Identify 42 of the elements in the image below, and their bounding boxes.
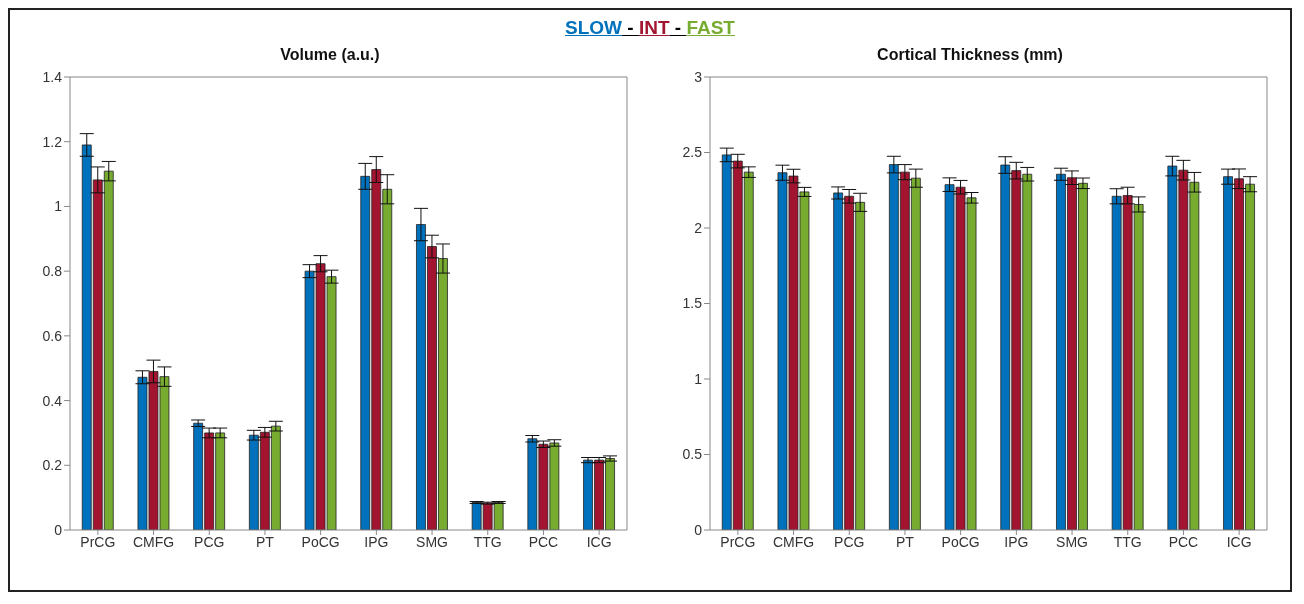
x-tick-label: PCG — [834, 533, 865, 550]
y-tick-label: 0.2 — [42, 457, 63, 474]
x-tick-label: SMG — [416, 533, 448, 550]
y-tick-label: 0.6 — [42, 327, 63, 344]
x-tick-label: PoCG — [301, 533, 340, 550]
x-tick-label: TTG — [473, 533, 502, 550]
text: SLOW — [565, 17, 623, 39]
x-tick-label: TTG — [1113, 533, 1142, 550]
y-tick-label: 0 — [694, 521, 703, 538]
x-tick-label: PCC — [528, 533, 559, 550]
y-tick-label: 0.5 — [682, 446, 703, 463]
y-tick-label: 0.4 — [42, 392, 63, 409]
y-tick-label: 1.2 — [42, 133, 63, 150]
y-tick-label: 0 — [54, 521, 63, 538]
x-tick-label: ICG — [1226, 533, 1252, 550]
y-tick-label: 3 — [694, 68, 703, 85]
text: - — [673, 17, 683, 39]
y-tick-label: 2.5 — [682, 144, 703, 161]
x-tick-label: PCC — [1168, 533, 1199, 550]
y-tick-label: 2 — [694, 219, 703, 236]
x-tick-label: PT — [256, 533, 275, 550]
x-tick-label: PrCG — [720, 533, 756, 550]
y-tick-label: 1 — [694, 370, 703, 387]
x-tick-label: PT — [896, 533, 915, 550]
x-tick-label: PrCG — [80, 533, 116, 550]
x-tick-label: CMFG — [772, 533, 815, 550]
x-tick-label: SMG — [1056, 533, 1088, 550]
text: INT — [638, 17, 670, 39]
y-tick-label: 0.8 — [42, 263, 63, 280]
x-tick-label: IPG — [364, 533, 389, 550]
y-tick-label: 1.4 — [42, 68, 63, 85]
x-tick-label: IPG — [1004, 533, 1029, 550]
x-tick-label: PoCG — [941, 533, 980, 550]
x-tick-label: PCG — [194, 533, 225, 550]
y-tick-label: 1.5 — [682, 295, 703, 312]
chart-title: Volume (a.u.) — [279, 46, 381, 65]
text: FAST — [686, 17, 735, 39]
y-tick-label: 1 — [54, 198, 63, 215]
chart-title: Cortical Thickness (mm) — [876, 46, 1064, 65]
x-tick-label: ICG — [586, 533, 612, 550]
text: - — [626, 17, 635, 39]
x-tick-label: CMFG — [132, 533, 175, 550]
